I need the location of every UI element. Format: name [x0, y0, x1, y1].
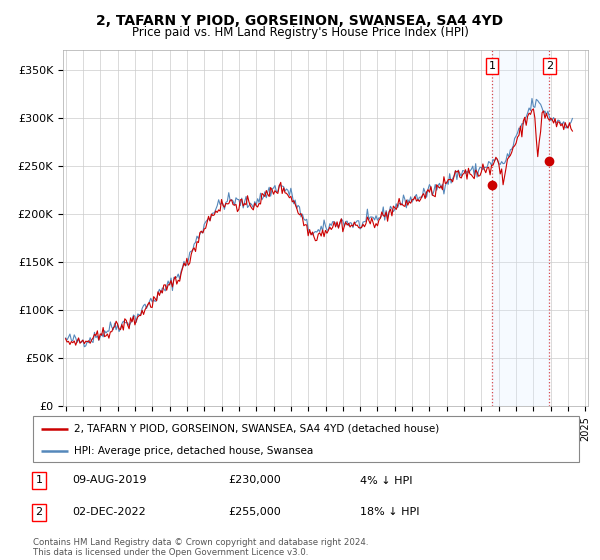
Text: £230,000: £230,000 [228, 475, 281, 486]
Text: HPI: Average price, detached house, Swansea: HPI: Average price, detached house, Swan… [74, 446, 313, 455]
Bar [492, 50, 550, 406]
Text: 2, TAFARN Y PIOD, GORSEINON, SWANSEA, SA4 4YD: 2, TAFARN Y PIOD, GORSEINON, SWANSEA, SA… [97, 14, 503, 28]
Text: 1: 1 [35, 475, 43, 486]
Text: Contains HM Land Registry data © Crown copyright and database right 2024.
This d: Contains HM Land Registry data © Crown c… [33, 538, 368, 557]
Text: 2: 2 [35, 507, 43, 517]
Text: 2, TAFARN Y PIOD, GORSEINON, SWANSEA, SA4 4YD (detached house): 2, TAFARN Y PIOD, GORSEINON, SWANSEA, SA… [74, 424, 439, 434]
Text: 1: 1 [488, 61, 496, 71]
Text: 09-AUG-2019: 09-AUG-2019 [72, 475, 146, 486]
Text: Price paid vs. HM Land Registry's House Price Index (HPI): Price paid vs. HM Land Registry's House … [131, 26, 469, 39]
Text: 2: 2 [546, 61, 553, 71]
Text: 4% ↓ HPI: 4% ↓ HPI [360, 475, 413, 486]
Text: 18% ↓ HPI: 18% ↓ HPI [360, 507, 419, 517]
Text: £255,000: £255,000 [228, 507, 281, 517]
FancyBboxPatch shape [33, 416, 579, 462]
Text: 02-DEC-2022: 02-DEC-2022 [72, 507, 146, 517]
